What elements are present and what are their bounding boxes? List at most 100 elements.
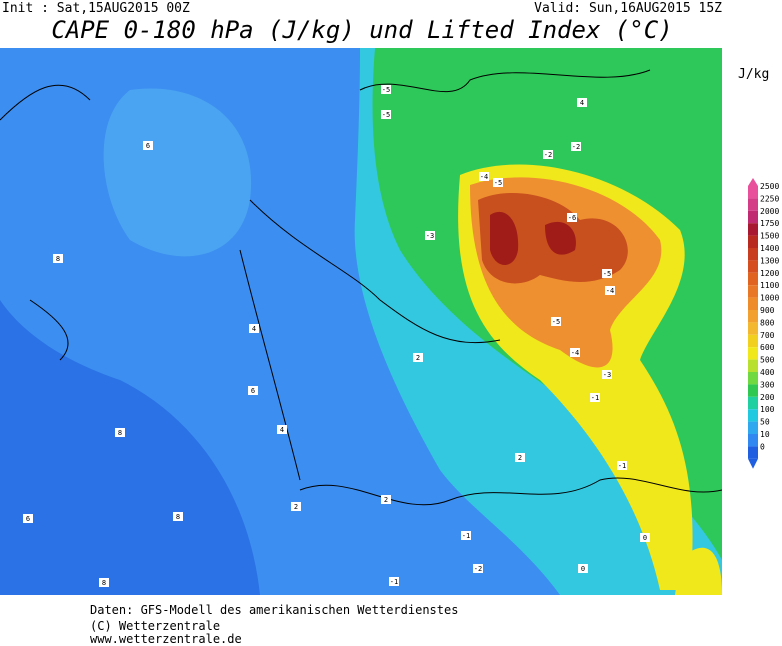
contour-label: 2 bbox=[384, 496, 388, 504]
footer-line: (C) Wetterzentrale bbox=[90, 619, 220, 633]
contour-label: 8 bbox=[176, 513, 180, 521]
colorbar-label: 1300 bbox=[760, 256, 779, 265]
contour-label-box bbox=[381, 495, 391, 504]
contour-label: -5 bbox=[603, 270, 611, 278]
colorbar-label: 1000 bbox=[760, 294, 779, 303]
colorbar-label: 1100 bbox=[760, 281, 779, 290]
colorbar-swatch bbox=[748, 322, 758, 335]
colorbar-label: 200 bbox=[760, 393, 775, 402]
colorbar-label: 500 bbox=[760, 356, 775, 365]
colorbar-swatch bbox=[748, 297, 758, 310]
colorbar-label: 900 bbox=[760, 306, 775, 315]
contour-label-box bbox=[249, 324, 259, 333]
contour-label-box bbox=[461, 531, 471, 540]
coastline bbox=[0, 69, 723, 506]
contour-label-box bbox=[602, 269, 612, 278]
colorbar-swatch bbox=[748, 446, 758, 459]
contour-label-box bbox=[479, 172, 489, 181]
contour-label-box bbox=[99, 578, 109, 587]
colorbar-label: 50 bbox=[760, 418, 770, 427]
colorbar-label: 400 bbox=[760, 368, 775, 377]
contour-label-box bbox=[551, 317, 561, 326]
contour-label: -3 bbox=[426, 232, 434, 240]
contour-label: 6 bbox=[251, 387, 255, 395]
contour-label: 0 bbox=[643, 534, 647, 542]
colorbar-swatch bbox=[748, 210, 758, 224]
colorbar-swatch bbox=[748, 347, 758, 360]
contour-label: -5 bbox=[382, 86, 390, 94]
contour-label: 8 bbox=[56, 255, 60, 263]
contour-label: 6 bbox=[26, 515, 30, 523]
contour-label-box bbox=[115, 428, 125, 437]
contour-label: 2 bbox=[416, 354, 420, 362]
colorbar-label: 800 bbox=[760, 318, 775, 327]
colorbar-label: 2500 bbox=[760, 182, 779, 191]
contour-label-box bbox=[605, 286, 615, 295]
colorbar-swatch bbox=[748, 186, 758, 199]
colorbar-swatch bbox=[748, 384, 758, 397]
contour-label: 2 bbox=[294, 503, 298, 511]
contour-label: 8 bbox=[102, 579, 106, 587]
contour-label: 4 bbox=[280, 426, 284, 434]
colorbar-swatch bbox=[748, 260, 758, 273]
colorbar-label: 100 bbox=[760, 405, 775, 414]
colorbar-swatch bbox=[748, 421, 758, 434]
contour-label: 8 bbox=[118, 429, 122, 437]
contour-label-box bbox=[291, 502, 301, 511]
contour-label-box bbox=[381, 85, 391, 94]
contour-label: 4 bbox=[580, 99, 584, 107]
contour-label-box bbox=[571, 142, 581, 151]
contour-label: -1 bbox=[390, 578, 398, 586]
colorbar-label: 600 bbox=[760, 343, 775, 352]
colorbar-label: 300 bbox=[760, 380, 775, 389]
contour-label-box bbox=[389, 577, 399, 586]
colorbar-swatch bbox=[748, 409, 758, 422]
region bbox=[103, 88, 252, 257]
contour-label: -3 bbox=[603, 371, 611, 379]
colorbar: 2500225020001750150014001300120011001000… bbox=[748, 178, 779, 469]
contour-label-box bbox=[640, 533, 650, 542]
contour-label-box bbox=[515, 453, 525, 462]
footer-line: Daten: GFS-Modell des amerikanischen Wet… bbox=[90, 603, 458, 617]
contour-label-box bbox=[570, 348, 580, 357]
contour-label-box bbox=[248, 386, 258, 395]
contour-label: -4 bbox=[606, 287, 614, 295]
contour-label: 2 bbox=[518, 454, 522, 462]
colorbar-swatch bbox=[748, 198, 758, 211]
contour-label: -2 bbox=[544, 151, 552, 159]
colorbar-label: 1500 bbox=[760, 232, 779, 241]
contour-label: -4 bbox=[480, 173, 488, 181]
contour-label-box bbox=[143, 141, 153, 150]
colorbar-swatch bbox=[748, 434, 758, 447]
colorbar-label: 1750 bbox=[760, 219, 779, 228]
contour-label: 6 bbox=[146, 142, 150, 150]
map bbox=[0, 48, 723, 595]
contour-label: -1 bbox=[462, 532, 470, 540]
contour-label-box bbox=[413, 353, 423, 362]
region bbox=[675, 547, 722, 595]
contour-label-box bbox=[493, 178, 503, 187]
colorbar-swatch bbox=[748, 223, 758, 236]
contour-label-box bbox=[617, 461, 627, 470]
colorbar-swatch bbox=[748, 272, 758, 286]
contour-label: -5 bbox=[552, 318, 560, 326]
footer-line: www.wetterzentrale.de bbox=[90, 632, 242, 646]
colorbar-swatch bbox=[748, 310, 758, 323]
contour-label-box bbox=[277, 425, 287, 434]
contour-label: -1 bbox=[591, 394, 599, 402]
colorbar-swatch bbox=[748, 372, 758, 385]
contour-label: 4 bbox=[252, 325, 256, 333]
colorbar-swatch bbox=[748, 285, 758, 298]
contour-label-box bbox=[602, 370, 612, 379]
contour-label: -2 bbox=[572, 143, 580, 151]
contour-label: -2 bbox=[474, 565, 482, 573]
colorbar-unit: J/kg bbox=[738, 67, 769, 82]
contour-label-box bbox=[425, 231, 435, 240]
colorbar-label: 10 bbox=[760, 430, 770, 439]
colorbar-label: 1400 bbox=[760, 244, 779, 253]
colorbar-label: 700 bbox=[760, 331, 775, 340]
colorbar-label: 1200 bbox=[760, 269, 779, 278]
colorbar-swatch bbox=[748, 359, 758, 372]
